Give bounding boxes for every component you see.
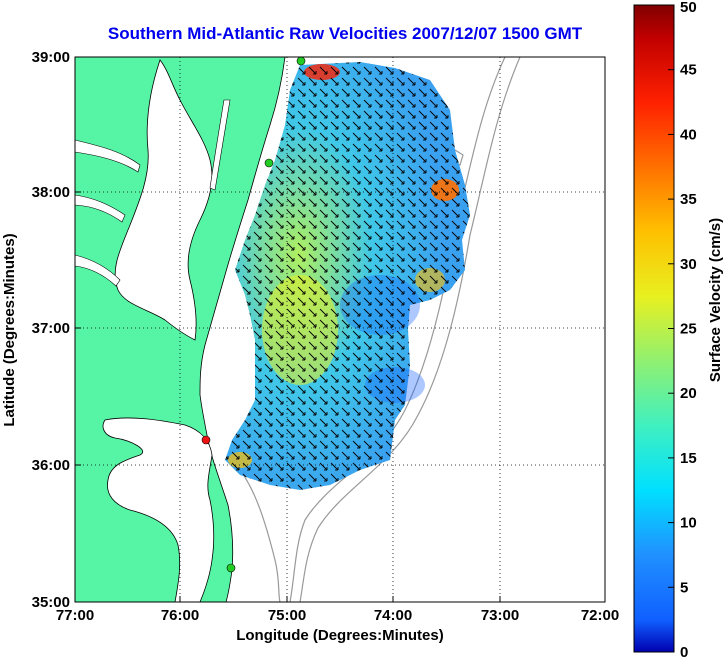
colorbar-tick-label: 15 — [680, 450, 697, 467]
x-axis-label: Longitude (Degrees:Minutes) — [236, 627, 444, 644]
colorbar-tick-label: 40 — [680, 126, 697, 143]
colorbar-label: Surface Velocity (cm/s) — [707, 218, 724, 382]
colorbar-tick-label: 20 — [680, 385, 697, 402]
velocity-field — [225, 62, 470, 490]
grid-lines — [75, 57, 605, 602]
plot-frame — [74, 56, 606, 603]
y-tick-label: 36:00 — [32, 457, 70, 474]
colorbar-tick-label: 10 — [680, 515, 697, 532]
x-tick-label: 77:00 — [56, 607, 94, 624]
station-marker — [201, 435, 211, 445]
station-marker — [264, 158, 274, 168]
colorbar-tick-label: 35 — [680, 191, 697, 208]
x-tick-label: 75:00 — [268, 607, 306, 624]
colorbar-tick-label: 25 — [680, 321, 697, 338]
colorbar-tick-label: 5 — [680, 579, 688, 596]
colorbar-tick-label: 45 — [680, 62, 697, 79]
y-tick-label: 37:00 — [32, 320, 70, 337]
map-title: Southern Mid-Atlantic Raw Velocities 200… — [107, 24, 583, 43]
x-tick-label: 76:00 — [161, 607, 199, 624]
colorbar — [633, 4, 675, 653]
bathymetry-contours — [239, 57, 521, 602]
chesapeake-bay — [114, 59, 213, 341]
y-tick-label: 35:00 — [32, 594, 70, 611]
y-tick-label: 39:00 — [32, 49, 70, 66]
station-marker — [296, 56, 306, 66]
colorbar-tick-label: 0 — [680, 644, 688, 659]
colorbar-tick-label: 30 — [680, 256, 697, 273]
colorbar-tick-label: 50 — [680, 0, 697, 16]
x-tick-label: 74:00 — [374, 607, 412, 624]
pamlico-sound — [102, 417, 215, 602]
x-tick-label: 73:00 — [481, 607, 519, 624]
y-tick-label: 38:00 — [32, 184, 70, 201]
y-axis-label: Latitude (Degrees:Minutes) — [1, 233, 18, 426]
station-marker — [226, 563, 236, 573]
x-tick-label: 72:00 — [581, 607, 619, 624]
